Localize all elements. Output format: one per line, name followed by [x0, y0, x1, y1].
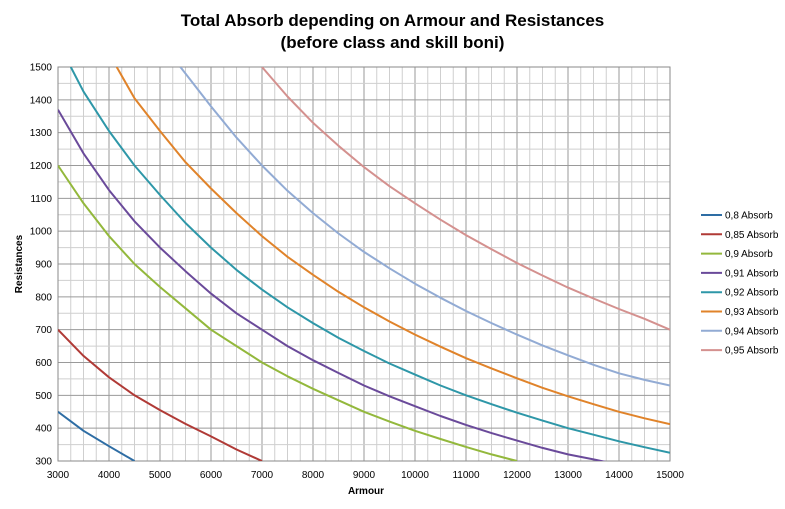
y-tick-label: 700 — [35, 325, 52, 336]
legend-entry: 0,85 Absorb — [725, 230, 779, 241]
series-line-4 — [58, 109, 607, 461]
series-line-7 — [179, 67, 670, 387]
y-tick-label: 1100 — [30, 194, 52, 205]
legend-entry: 0,91 Absorb — [725, 268, 779, 279]
x-tick-label: 8000 — [302, 470, 325, 481]
x-tick-label: 7000 — [251, 470, 274, 481]
series-line-5 — [69, 67, 670, 454]
x-tick-label: 3000 — [47, 470, 70, 481]
x-axis-label: Armour — [348, 486, 384, 497]
legend-entry: 0,93 Absorb — [725, 307, 779, 318]
y-tick-label: 1500 — [30, 63, 53, 74]
legend-entry: 0,94 Absorb — [725, 326, 779, 337]
legend-entry: 0,95 Absorb — [725, 346, 779, 357]
series-line-6 — [115, 67, 670, 426]
y-tick-label: 900 — [35, 260, 52, 271]
y-tick-label: 300 — [35, 457, 52, 468]
x-tick-label: 14000 — [605, 470, 633, 481]
y-tick-label: 500 — [35, 391, 52, 402]
legend: 0,8 Absorb 0,85 Absorb 0,9 Absorb 0,91 Abso… — [701, 211, 779, 357]
plot-area-border — [57, 66, 671, 462]
x-tick-label: 11000 — [452, 470, 480, 481]
legend-entry: 0,8 Absorb — [725, 211, 773, 222]
x-tick-label: 12000 — [503, 470, 531, 481]
x-tick-label: 6000 — [200, 470, 223, 481]
y-tick-label: 1200 — [30, 161, 53, 172]
y-tick-label: 400 — [35, 424, 52, 435]
y-tick-label: 600 — [35, 358, 52, 369]
x-tick-label: 9000 — [353, 470, 376, 481]
series-line-2 — [58, 329, 263, 461]
grid-lines — [57, 66, 671, 462]
series-line-3 — [58, 164, 518, 461]
x-tick-label: 13000 — [554, 470, 582, 481]
x-tick-label: 4000 — [98, 470, 121, 481]
y-axis-label: Resistances — [14, 234, 25, 293]
x-axis-ticks: 3000 4000 5000 6000 7000 8000 9000 10000 11000 12… — [47, 470, 684, 481]
x-tick-label: 15000 — [656, 470, 684, 481]
legend-entry: 0,9 Absorb — [725, 249, 773, 260]
x-tick-label: 5000 — [149, 470, 172, 481]
series-lines — [58, 67, 670, 461]
legend-entry: 0,92 Absorb — [725, 288, 779, 299]
y-tick-label: 1300 — [30, 128, 53, 139]
y-tick-label: 1000 — [30, 227, 53, 238]
y-tick-label: 800 — [35, 292, 52, 303]
x-tick-label: 10000 — [401, 470, 429, 481]
y-axis-ticks: 300 400 500 600 700 800 900 1000 1100 1200 1300 140… — [30, 63, 53, 468]
series-line-1 — [58, 410, 136, 461]
chart-title-line-1: Total Absorb depending on Armour and Res… — [180, 11, 605, 30]
chart-subtitle: (before class and skill boni) — [280, 33, 505, 52]
y-tick-label: 1400 — [30, 95, 53, 106]
chart-title: Total Absorb depending on Armour and Res… — [0, 10, 785, 54]
series-line-8 — [261, 67, 670, 331]
